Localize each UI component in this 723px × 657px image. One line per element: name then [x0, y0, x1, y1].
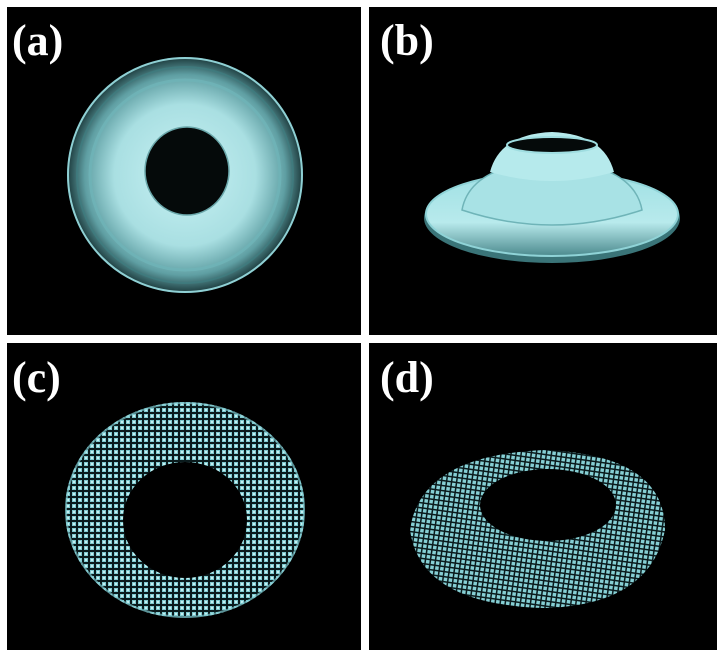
panel-label: (b) — [380, 16, 434, 65]
panel-label: (a) — [12, 16, 63, 65]
panel-label: (d) — [380, 353, 434, 402]
figure: (a) (b) (c) (d) — [0, 0, 723, 657]
panel-label: (c) — [12, 353, 61, 402]
lens-top-view — [67, 57, 303, 293]
